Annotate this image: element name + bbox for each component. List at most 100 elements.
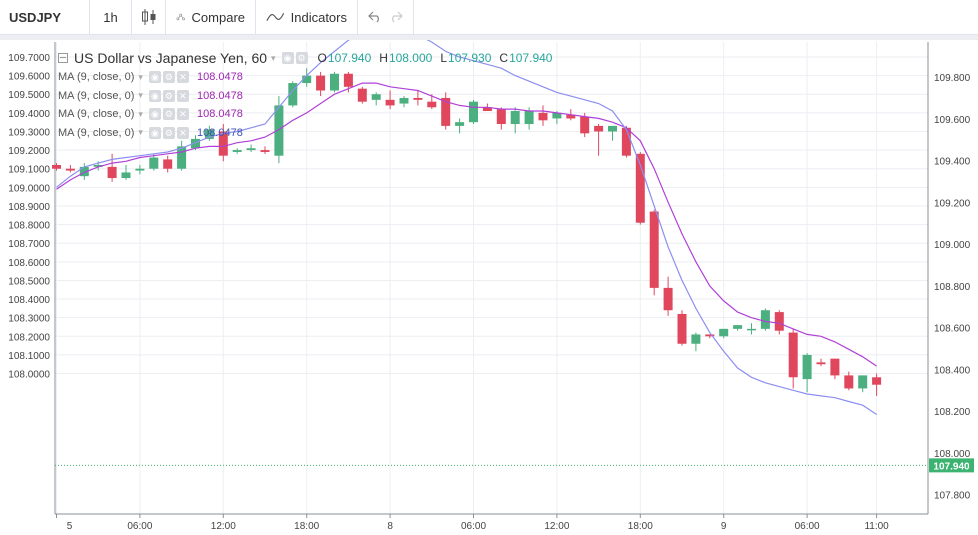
candle-body (52, 164, 61, 169)
candle (163, 155, 173, 173)
left-axis-tick-label: 108.6000 (8, 258, 50, 269)
time-axis-tick-label: 9 (721, 521, 727, 532)
candle (413, 90, 423, 106)
symbol-search-button[interactable]: USDJPY (0, 0, 90, 35)
candle-body (774, 312, 784, 331)
left-axis-tick-label: 108.7000 (8, 239, 50, 250)
indicator-settings-icon[interactable]: ⚙ (162, 89, 175, 102)
candle (204, 125, 214, 141)
candle-body (357, 88, 367, 102)
indicator-visibility-icon[interactable]: ◉ (148, 126, 161, 139)
candle-body (872, 377, 882, 385)
candle-body (566, 114, 576, 119)
candle (455, 118, 465, 134)
candle (830, 358, 840, 380)
candle (469, 99, 478, 125)
indicator-label: MA (9, close, 0) (58, 126, 135, 139)
candle (371, 92, 381, 106)
candle-body (496, 109, 506, 125)
candle (177, 140, 187, 171)
indicator-caret-icon[interactable]: ▾ (138, 71, 143, 82)
indicator-remove-icon[interactable]: ✕ (176, 89, 189, 102)
indicator-remove-icon[interactable]: ✕ (176, 108, 189, 121)
left-axis-tick-label: 109.0000 (8, 183, 50, 194)
candle-body (649, 211, 659, 288)
interval-button[interactable]: 1h (90, 0, 132, 35)
ohlc-close-value: 107.940 (509, 51, 553, 65)
candle-body (677, 313, 687, 344)
candle-body (760, 310, 770, 329)
candle-body (747, 328, 756, 331)
ohlc-high-value: 108.000 (388, 51, 433, 65)
redo-icon[interactable] (389, 11, 404, 23)
time-axis-tick-label: 18:00 (628, 521, 653, 532)
symbol-label: USDJPY (9, 9, 62, 25)
left-price-axis: 109.7000 109.6000 109.5000 109.4000 109.3000… (8, 53, 50, 381)
candle (733, 325, 743, 331)
right-axis-tick-label: 109.800 (934, 73, 971, 84)
indicator-visibility-icon[interactable]: ◉ (148, 108, 161, 121)
indicators-icon (266, 13, 285, 21)
candle-body (594, 125, 604, 132)
candle (691, 332, 701, 352)
time-axis-tick-label: 18:00 (294, 521, 319, 532)
indicator-caret-icon[interactable]: ▾ (138, 90, 143, 101)
chart-type-button[interactable] (132, 0, 166, 35)
indicator-caret-icon[interactable]: ▾ (138, 108, 143, 119)
candle (107, 153, 117, 182)
indicator-remove-icon[interactable]: ✕ (176, 126, 189, 139)
time-axis-tick-label: 12:00 (211, 521, 236, 532)
indicator-visibility-icon[interactable]: ◉ (148, 71, 161, 84)
candle (135, 164, 145, 175)
candle-body (482, 107, 492, 111)
candle (246, 144, 256, 152)
candle-body (802, 354, 812, 380)
legend-visibility-icon[interactable]: ◉ (281, 52, 294, 64)
candle (635, 151, 645, 225)
undo-redo-group (358, 0, 414, 35)
candlestick-icon (141, 9, 155, 25)
compare-icon (176, 13, 185, 21)
right-axis-tick-label: 108.400 (934, 365, 971, 376)
candle-body (816, 362, 826, 365)
indicators-button[interactable]: Indicators (256, 0, 358, 35)
ohlc-high-key: H (379, 51, 388, 65)
candle-body (621, 127, 631, 156)
candle-body (719, 328, 729, 337)
candle (399, 96, 409, 108)
toolbar-separator (0, 35, 978, 40)
indicator-caret-icon[interactable]: ▾ (138, 127, 143, 138)
time-axis-tick-label: 06:00 (461, 521, 486, 532)
indicator-remove-icon[interactable]: ✕ (176, 71, 189, 84)
candle (677, 310, 687, 346)
candle-body (135, 168, 145, 171)
candle-body (635, 153, 645, 223)
legend-caret-icon[interactable]: ▾ (271, 52, 276, 63)
ohlc-close-key: C (499, 51, 509, 65)
indicator-settings-icon[interactable]: ⚙ (162, 126, 175, 139)
chart-legend: US Dollar vs Japanese Yen, 60 ▾ ◉ ⚙ O 107… (58, 48, 552, 142)
undo-icon[interactable] (367, 11, 382, 23)
indicator-label: MA (9, close, 0) (58, 89, 135, 102)
candle-body (510, 110, 520, 125)
right-axis-tick-label: 107.800 (934, 491, 971, 502)
compare-button[interactable]: Compare (166, 0, 256, 35)
candle (218, 124, 228, 162)
right-price-axis: 109.800 109.600 109.400 109.200 109.000 108.8… (55, 73, 974, 502)
left-axis-tick-label: 108.5000 (8, 276, 50, 287)
indicator-visibility-icon[interactable]: ◉ (148, 89, 161, 102)
collapse-legend-icon[interactable] (58, 53, 68, 63)
candle-body (663, 287, 673, 311)
legend-settings-icon[interactable]: ⚙ (295, 52, 308, 64)
candle-body (552, 112, 562, 119)
price-chart[interactable]: 109.7000 109.6000 109.5000 109.4000 109.3000… (0, 40, 978, 535)
indicator-settings-icon[interactable]: ⚙ (162, 108, 175, 121)
moving-average-lines (56, 40, 877, 415)
indicator-legend-row: MA (9, close, 0) ▾ ◉ ⚙ ✕ 108.0478 (58, 87, 552, 106)
candle (608, 125, 617, 141)
chart-background (0, 40, 978, 535)
candle (302, 68, 312, 87)
chart-grid (0, 40, 978, 535)
chart-frame (54, 42, 929, 515)
indicator-settings-icon[interactable]: ⚙ (162, 71, 175, 84)
